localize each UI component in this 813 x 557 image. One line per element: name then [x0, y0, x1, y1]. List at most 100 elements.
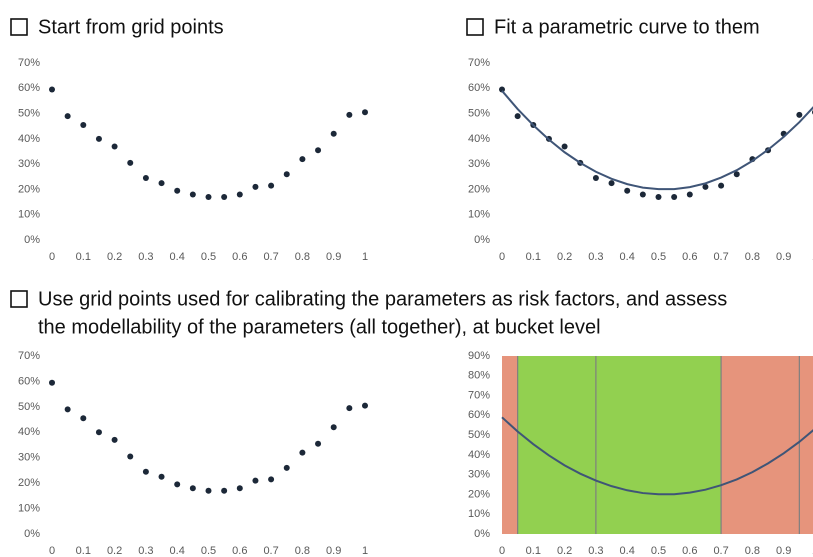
- point: [733, 171, 740, 178]
- x-tick-label: 1: [362, 251, 368, 263]
- y-tick-label: 0%: [24, 234, 40, 246]
- point: [639, 191, 646, 198]
- x-tick-label: 0.4: [170, 251, 185, 263]
- y-tick-label: 60%: [468, 409, 490, 421]
- point: [174, 187, 181, 194]
- x-tick-label: 0.4: [620, 545, 635, 557]
- x-tick-label: 0.6: [232, 251, 247, 263]
- point: [111, 143, 118, 150]
- x-tick-label: 1: [362, 545, 368, 557]
- point: [671, 194, 678, 201]
- x-tick-label: 0.4: [620, 251, 635, 263]
- x-tick-label: 0.6: [682, 251, 697, 263]
- point: [111, 436, 118, 443]
- y-tick-label: 20%: [468, 488, 490, 500]
- chart: 0% 10% 20% 30% 40% 50% 60% 70% 0 0.1 0.2 0.3 0.4 0.5 0…: [18, 57, 368, 263]
- point: [330, 424, 337, 431]
- y-tick-label: 40%: [18, 133, 40, 145]
- x-tick-label: 0.9: [776, 545, 791, 557]
- y-tick-label: 40%: [18, 426, 40, 438]
- x-tick-label: 0.8: [745, 545, 760, 557]
- point: [268, 182, 275, 189]
- y-tick-label: 90%: [468, 350, 490, 362]
- x-tick-label: 0: [499, 251, 505, 263]
- point: [299, 156, 306, 163]
- y-tick-label: 30%: [468, 158, 490, 170]
- point: [158, 473, 165, 480]
- point: [592, 175, 599, 182]
- curve: [501, 90, 813, 191]
- x-tick-label: 0.8: [295, 545, 310, 557]
- x-tick-label: 0.8: [295, 251, 310, 263]
- checkbox: [10, 18, 28, 36]
- point: [299, 449, 306, 456]
- y-tick-label: 0%: [24, 528, 40, 540]
- y-tick-label: 70%: [468, 57, 490, 69]
- point: [268, 476, 275, 483]
- y-tick-label: 0%: [474, 234, 490, 246]
- point: [608, 180, 615, 187]
- y-tick-label: 60%: [18, 82, 40, 94]
- chart: 0% 10% 20% 30% 40% 50% 60% 70% 80% 90% 0 0.1 0.2 0.3 0…: [468, 350, 813, 557]
- point: [346, 111, 353, 118]
- band: [721, 356, 813, 534]
- y-tick-label: 70%: [18, 350, 40, 362]
- heading: Start from grid points: [38, 16, 224, 38]
- heading: the modellability of the parameters (all…: [38, 316, 601, 338]
- x-tick-label: 0.7: [263, 545, 278, 557]
- y-tick-label: 60%: [18, 375, 40, 387]
- y-tick-label: 30%: [18, 158, 40, 170]
- point: [330, 130, 337, 137]
- x-tick-label: 0.8: [745, 251, 760, 263]
- x-tick-label: 0.4: [170, 545, 185, 557]
- x-tick-label: 0.5: [651, 251, 666, 263]
- y-tick-label: 70%: [18, 57, 40, 69]
- y-tick-label: 30%: [18, 452, 40, 464]
- x-tick-label: 0.3: [138, 545, 153, 557]
- y-tick-label: 20%: [18, 183, 40, 195]
- point: [80, 121, 87, 128]
- point: [362, 109, 368, 116]
- point: [142, 468, 149, 475]
- point: [252, 183, 259, 190]
- y-tick-label: 40%: [468, 449, 490, 461]
- point: [346, 405, 353, 412]
- point: [127, 453, 134, 460]
- y-tick-label: 20%: [468, 183, 490, 195]
- point: [236, 485, 243, 492]
- x-tick-label: 0.2: [107, 545, 122, 557]
- point: [95, 135, 102, 142]
- x-tick-label: 0.5: [651, 545, 666, 557]
- y-tick-label: 40%: [468, 133, 490, 145]
- point: [189, 191, 196, 198]
- x-tick-label: 0.1: [76, 251, 91, 263]
- y-tick-label: 50%: [468, 107, 490, 119]
- point: [514, 113, 521, 120]
- chart: 0% 10% 20% 30% 40% 50% 60% 70% 0 0.1 0.2 0.3 0.4 0.5 0…: [18, 350, 368, 557]
- x-tick-label: 0.7: [713, 545, 728, 557]
- y-tick-label: 60%: [468, 82, 490, 94]
- point: [158, 180, 165, 187]
- y-tick-label: 0%: [474, 528, 490, 540]
- point: [80, 415, 87, 422]
- x-tick-label: 0: [49, 251, 55, 263]
- point: [362, 402, 368, 409]
- point: [142, 175, 149, 182]
- x-tick-label: 1: [812, 545, 813, 557]
- point: [174, 481, 181, 488]
- point: [205, 194, 212, 201]
- y-tick-label: 50%: [18, 401, 40, 413]
- x-tick-label: 0.3: [588, 251, 603, 263]
- checkbox: [466, 18, 484, 36]
- point: [686, 191, 693, 198]
- x-tick-label: 0.7: [263, 251, 278, 263]
- point: [796, 111, 803, 118]
- point: [315, 440, 322, 447]
- y-tick-label: 30%: [468, 469, 490, 481]
- x-tick-label: 0: [49, 545, 55, 557]
- point: [49, 379, 55, 386]
- point: [283, 171, 290, 178]
- curve: [501, 416, 813, 496]
- point: [718, 182, 725, 189]
